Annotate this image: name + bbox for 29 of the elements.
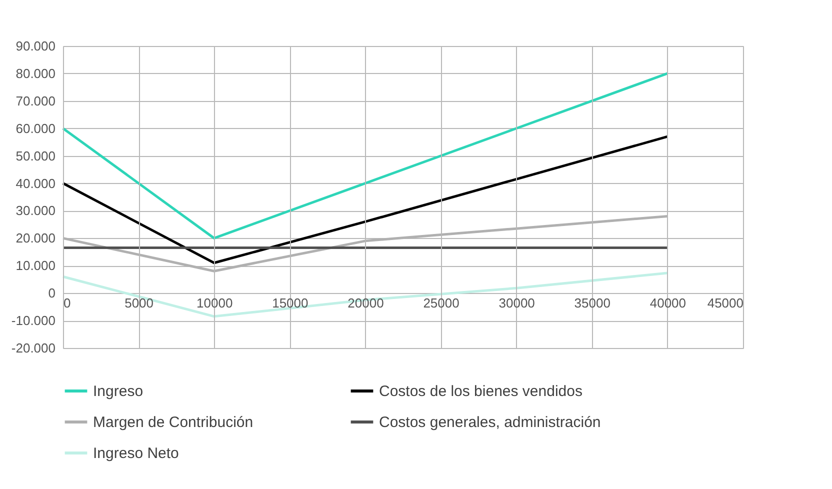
x-tick-label: 10000 — [196, 296, 233, 311]
line-series — [62, 72, 669, 240]
x-tick-label: 25000 — [423, 296, 460, 311]
y-tick-label: 60.000 — [16, 120, 56, 136]
y-tick-label: -20.000 — [11, 340, 56, 356]
legend-label: Costos de los bienes vendidos — [379, 383, 582, 400]
x-tick-label: 5000 — [124, 296, 154, 311]
x-tick-label: 20000 — [348, 296, 384, 311]
x-tick-label: 35000 — [574, 296, 610, 311]
x-tick-label: 30000 — [498, 296, 535, 311]
x-tick-label: 40000 — [650, 296, 686, 311]
y-tick-label: 20.000 — [16, 230, 56, 246]
legend-label: Ingreso Neto — [93, 445, 179, 462]
legend-label: Margen de Contribución — [93, 414, 254, 431]
y-tick-label: -10.000 — [11, 313, 56, 328]
y-tick-label: 40.000 — [16, 176, 56, 191]
y-tick-label: 30.000 — [16, 203, 56, 218]
y-tick-label: 80.000 — [16, 66, 56, 81]
x-tick-label: 15000 — [272, 296, 308, 311]
y-tick-label: 0 — [48, 286, 56, 301]
y-tick-label: 70.000 — [16, 93, 56, 108]
x-tick-label: 45000 — [707, 296, 744, 311]
y-tick-label: 50.000 — [16, 148, 56, 164]
legend-label: Ingreso — [93, 383, 144, 400]
line-series — [62, 135, 669, 264]
y-tick-label: 10.000 — [16, 258, 56, 274]
legend-label: Costos generales, administración — [379, 414, 601, 431]
y-tick-label: 90.000 — [16, 38, 56, 54]
x-tick-label: 0 — [64, 296, 71, 311]
